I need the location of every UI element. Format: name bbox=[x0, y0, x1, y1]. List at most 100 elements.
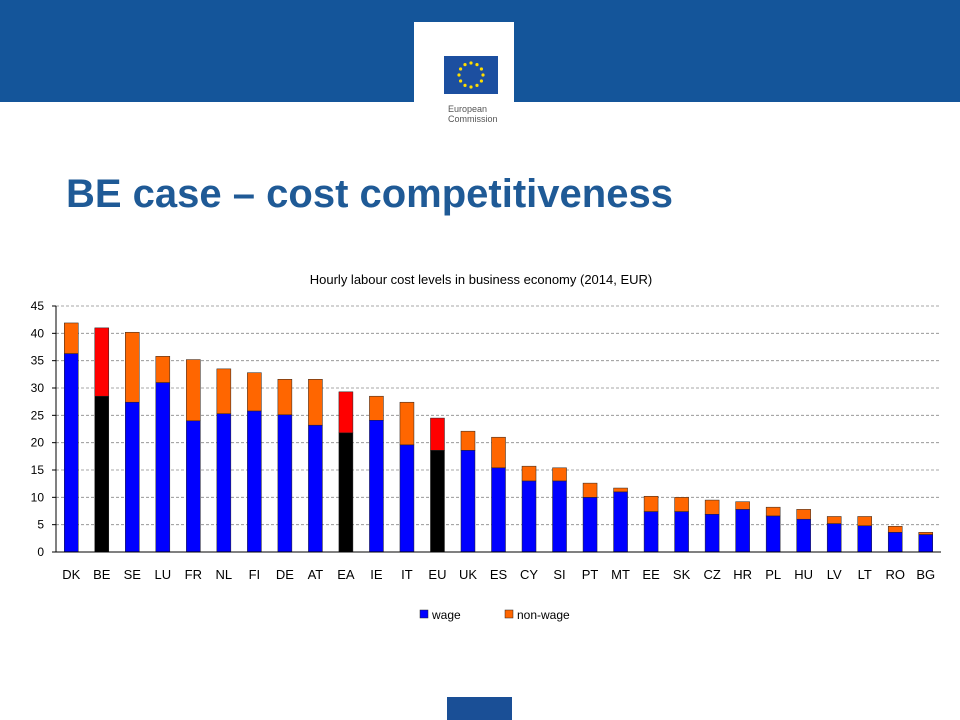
bar-non-wage-fr bbox=[186, 359, 201, 422]
x-tick-label: LT bbox=[858, 567, 872, 582]
bar-wage-si bbox=[552, 480, 567, 553]
y-tick-label: 20 bbox=[31, 436, 45, 450]
logo-text: European Commission bbox=[448, 104, 498, 124]
bar-wage-it bbox=[399, 444, 415, 553]
bar-non-wage-mt bbox=[613, 487, 628, 493]
bar-wage-pl bbox=[765, 515, 781, 553]
bar-non-wage-uk bbox=[460, 430, 476, 451]
bar-non-wage-lu bbox=[155, 356, 171, 383]
bar-non-wage-nl bbox=[216, 368, 232, 414]
bar-non-wage-lv bbox=[826, 516, 842, 524]
x-tick-label: IE bbox=[370, 567, 383, 582]
x-tick-label: EE bbox=[642, 567, 660, 582]
y-tick-label: 30 bbox=[31, 381, 45, 395]
y-tick-label: 45 bbox=[31, 299, 45, 313]
x-tick-label: SE bbox=[124, 567, 142, 582]
bar-non-wage-ie bbox=[369, 395, 384, 421]
x-tick-label: EU bbox=[428, 567, 446, 582]
logo-text-line2: Commission bbox=[448, 114, 498, 124]
labour-cost-chart: Hourly labour cost levels in business ec… bbox=[31, 272, 941, 622]
x-tick-label: SI bbox=[553, 567, 565, 582]
x-tick-label: LV bbox=[827, 567, 842, 582]
eu-stars-icon bbox=[457, 61, 485, 89]
bar-non-wage-sk bbox=[674, 497, 689, 512]
bar-non-wage-cz bbox=[704, 499, 720, 515]
eu-flag-icon bbox=[444, 56, 498, 94]
bar-wage-sk bbox=[674, 511, 689, 553]
european-commission-logo: European Commission bbox=[414, 22, 514, 134]
y-tick-label: 10 bbox=[31, 490, 45, 504]
bar-non-wage-se bbox=[125, 331, 140, 403]
bar-wage-se bbox=[125, 401, 140, 553]
x-tick-label: ES bbox=[490, 567, 508, 582]
bar-wage-lt bbox=[857, 525, 872, 553]
x-tick-label: SK bbox=[673, 567, 691, 582]
bar-wage-ee bbox=[643, 511, 659, 553]
x-tick-label: LU bbox=[154, 567, 171, 582]
bar-non-wage-hr bbox=[735, 501, 750, 510]
bar-non-wage-it bbox=[399, 401, 415, 446]
bar-non-wage-ea bbox=[338, 391, 354, 434]
x-tick-label: HU bbox=[794, 567, 813, 582]
bar-non-wage-be bbox=[94, 327, 110, 397]
legend-label-wage: wage bbox=[431, 608, 461, 622]
y-tick-label: 15 bbox=[31, 463, 45, 477]
bar-wage-lv bbox=[826, 523, 842, 553]
x-tick-label: UK bbox=[459, 567, 477, 582]
legend-swatch-wage bbox=[419, 609, 429, 619]
bar-wage-cy bbox=[521, 480, 537, 553]
bar-non-wage-hu bbox=[796, 509, 811, 520]
bar-wage-fr bbox=[186, 420, 201, 553]
x-tick-label: BE bbox=[93, 567, 111, 582]
y-tick-label: 5 bbox=[37, 518, 44, 532]
y-tick-label: 35 bbox=[31, 354, 45, 368]
x-tick-label: MT bbox=[611, 567, 630, 582]
x-tick-label: RO bbox=[885, 567, 905, 582]
bar-non-wage-ee bbox=[643, 495, 659, 512]
bar-wage-hu bbox=[796, 518, 811, 553]
bar-wage-at bbox=[308, 424, 323, 553]
bar-wage-be bbox=[94, 395, 110, 553]
bar-non-wage-ro bbox=[887, 526, 903, 533]
bar-wage-lu bbox=[155, 382, 171, 553]
bar-wage-fi bbox=[247, 410, 262, 553]
y-tick-label: 40 bbox=[31, 326, 45, 340]
bar-non-wage-eu bbox=[430, 417, 445, 451]
x-tick-label: CZ bbox=[703, 567, 720, 582]
x-tick-label: BG bbox=[916, 567, 935, 582]
bar-non-wage-si bbox=[552, 467, 567, 482]
x-tick-label: EA bbox=[337, 567, 355, 582]
bar-non-wage-fi bbox=[247, 372, 262, 412]
bar-non-wage-lt bbox=[857, 516, 872, 527]
y-tick-label: 25 bbox=[31, 408, 45, 422]
x-tick-label: FR bbox=[185, 567, 202, 582]
x-tick-label: FI bbox=[249, 567, 261, 582]
bar-non-wage-bg bbox=[918, 532, 933, 535]
bar-non-wage-pt bbox=[582, 482, 598, 498]
bar-wage-dk bbox=[64, 353, 79, 553]
x-tick-label: HR bbox=[733, 567, 752, 582]
bar-wage-nl bbox=[216, 413, 232, 553]
logo-text-line1: European bbox=[448, 104, 488, 114]
bar-wage-es bbox=[491, 467, 506, 553]
x-tick-label: IT bbox=[401, 567, 413, 582]
bar-wage-eu bbox=[430, 450, 445, 553]
bar-wage-ea bbox=[338, 432, 354, 553]
bar-wage-ie bbox=[369, 420, 384, 553]
bar-wage-ro bbox=[887, 532, 903, 553]
bar-wage-bg bbox=[918, 534, 933, 553]
legend-label-non-wage: non-wage bbox=[517, 608, 570, 622]
x-tick-label: DE bbox=[276, 567, 294, 582]
bar-wage-pt bbox=[582, 497, 598, 553]
x-tick-label: PT bbox=[582, 567, 599, 582]
x-tick-label: NL bbox=[216, 567, 233, 582]
bar-wage-de bbox=[277, 414, 293, 553]
bar-wage-uk bbox=[460, 450, 476, 553]
x-tick-label: DK bbox=[62, 567, 80, 582]
y-tick-label: 0 bbox=[37, 545, 44, 559]
bar-non-wage-at bbox=[308, 379, 323, 426]
x-tick-label: CY bbox=[520, 567, 538, 582]
bar-wage-hr bbox=[735, 509, 750, 553]
x-tick-label: PL bbox=[765, 567, 781, 582]
legend-swatch-non-wage bbox=[504, 609, 514, 619]
